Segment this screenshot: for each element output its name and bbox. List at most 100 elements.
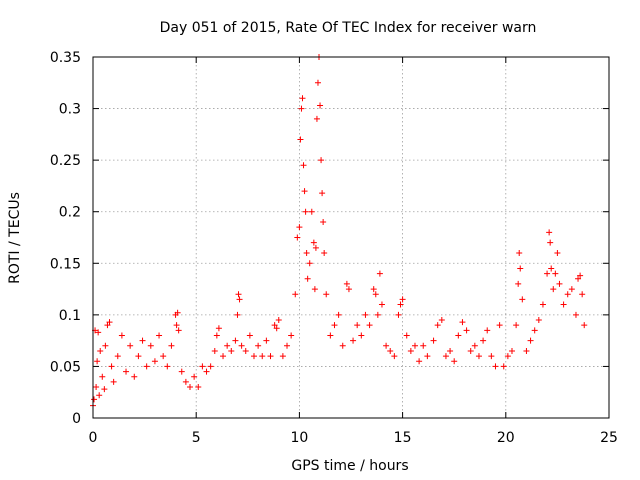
data-point (173, 322, 180, 329)
data-point (250, 353, 257, 360)
data-point (296, 224, 303, 231)
y-tick-label: 0.15 (50, 256, 81, 272)
data-point (480, 337, 487, 344)
data-point (311, 286, 318, 293)
data-point (235, 291, 242, 298)
data-point (182, 378, 189, 385)
data-point (438, 317, 445, 324)
data-point (556, 280, 563, 287)
x-tick-label: 25 (600, 430, 618, 446)
data-points (90, 54, 588, 409)
x-tick-label: 5 (192, 430, 201, 446)
data-point (496, 322, 503, 329)
data-point (151, 358, 158, 365)
x-axis-label: GPS time / hours (291, 458, 408, 474)
data-point (168, 342, 175, 349)
data-point (211, 347, 218, 354)
data-point (191, 373, 198, 380)
data-point (160, 353, 167, 360)
data-point (455, 332, 462, 339)
data-point (195, 384, 202, 391)
data-point (358, 332, 365, 339)
data-point (178, 368, 185, 375)
data-point (300, 162, 307, 169)
data-point (123, 368, 130, 375)
data-point (399, 296, 406, 303)
data-point (297, 136, 304, 143)
data-point (242, 347, 249, 354)
data-point (568, 286, 575, 293)
data-point (516, 249, 523, 256)
data-point (372, 291, 379, 298)
axis-ticks (92, 56, 610, 419)
data-point (299, 95, 306, 102)
y-tick-label: 0.1 (59, 308, 81, 324)
data-point (552, 270, 559, 277)
data-point (175, 327, 182, 334)
y-tick-label: 0.05 (50, 359, 81, 375)
data-point (106, 319, 113, 326)
data-point (99, 373, 106, 380)
x-tick-label: 0 (89, 430, 98, 446)
data-point (308, 208, 315, 215)
data-point (213, 332, 220, 339)
data-point (387, 347, 394, 354)
data-point (327, 332, 334, 339)
data-point (484, 327, 491, 334)
data-point (164, 363, 171, 370)
data-point (294, 234, 301, 241)
data-point (554, 249, 561, 256)
data-point (302, 208, 309, 215)
data-point (376, 270, 383, 277)
data-point (535, 317, 542, 324)
data-point (95, 329, 102, 336)
data-point (312, 244, 319, 251)
data-point (343, 280, 350, 287)
data-point (335, 311, 342, 318)
data-point (527, 337, 534, 344)
x-tick-label: 15 (394, 430, 412, 446)
data-point (395, 311, 402, 318)
chart-title: Day 051 of 2015, Rate Of TEC Index for r… (160, 20, 537, 36)
data-point (215, 325, 222, 332)
data-point (430, 337, 437, 344)
data-point (463, 327, 470, 334)
data-point (94, 358, 101, 365)
data-point (246, 332, 253, 339)
data-point (318, 157, 325, 164)
data-point (564, 291, 571, 298)
x-tick-label: 20 (497, 430, 515, 446)
data-point (135, 353, 142, 360)
data-point (306, 260, 313, 267)
data-point (560, 301, 567, 308)
data-point (407, 347, 414, 354)
y-tick-label: 0 (72, 411, 81, 427)
data-point (114, 353, 121, 360)
data-point (263, 337, 270, 344)
data-point (304, 275, 311, 282)
data-point (147, 342, 154, 349)
y-tick-labels: 0 0.05 0.1 0.15 0.2 0.25 0.3 0.35 (50, 50, 81, 427)
data-point (519, 296, 526, 303)
data-point (301, 188, 308, 195)
data-point (317, 102, 324, 109)
data-point (500, 363, 507, 370)
data-point (288, 332, 295, 339)
y-axis-label: ROTI / TECUs (7, 192, 23, 284)
data-point (228, 347, 235, 354)
data-point (579, 291, 586, 298)
data-point (370, 286, 377, 293)
data-point (187, 384, 194, 391)
y-tick-label: 0.2 (59, 205, 81, 221)
data-point (544, 270, 551, 277)
data-point (273, 325, 280, 332)
data-point (143, 363, 150, 370)
data-point (238, 342, 245, 349)
data-point (572, 311, 579, 318)
data-point (459, 319, 466, 326)
data-point (354, 322, 361, 329)
data-point (424, 353, 431, 360)
data-point (156, 332, 163, 339)
data-point (577, 272, 584, 279)
